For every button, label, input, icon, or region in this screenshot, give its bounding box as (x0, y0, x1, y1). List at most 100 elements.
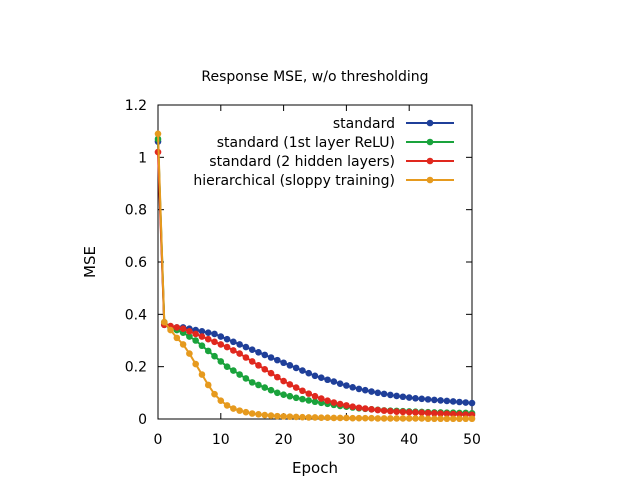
data-point (431, 396, 438, 404)
data-point (198, 328, 206, 335)
x-tick-label: 0 (154, 432, 163, 448)
data-point (305, 369, 313, 377)
data-point (343, 402, 350, 409)
data-point (274, 389, 281, 397)
data-point (230, 405, 237, 412)
data-point (236, 350, 243, 357)
data-point (186, 350, 193, 357)
data-point (349, 414, 356, 422)
data-point (186, 333, 193, 340)
data-point (443, 415, 451, 423)
data-point (230, 367, 237, 374)
data-point (317, 374, 325, 381)
data-point (280, 391, 287, 398)
data-point (349, 403, 356, 411)
data-point (437, 415, 444, 423)
data-point (299, 387, 306, 395)
data-point (311, 372, 319, 380)
data-point (343, 414, 350, 422)
data-point (286, 362, 294, 369)
data-point (336, 414, 344, 422)
data-point (173, 334, 181, 342)
data-point (324, 414, 331, 421)
data-point (179, 325, 187, 333)
data-point (261, 365, 269, 373)
data-point (361, 414, 369, 422)
data-point (305, 414, 313, 421)
data-point (286, 381, 294, 388)
data-point (267, 386, 275, 394)
data-point (393, 415, 400, 422)
data-point (299, 367, 306, 374)
series-group (154, 130, 476, 423)
data-point (223, 402, 231, 409)
data-point (405, 408, 413, 416)
data-point (456, 415, 463, 423)
data-point (261, 411, 269, 419)
data-point (280, 359, 287, 367)
data-point (374, 389, 382, 397)
data-point (361, 386, 369, 394)
data-point (267, 412, 275, 419)
data-point (305, 390, 313, 397)
data-point (462, 415, 470, 423)
y-tick-label: 0.4 (125, 307, 147, 323)
data-point (412, 395, 419, 402)
legend-label: standard (2 hidden layers) (209, 154, 395, 170)
x-axis-label: Epoch (292, 459, 338, 477)
data-point (355, 414, 363, 422)
data-point (292, 384, 300, 391)
legend-item: standard (333, 116, 454, 132)
data-point (437, 410, 444, 417)
data-point (236, 407, 243, 414)
data-point (248, 358, 256, 365)
data-point (405, 394, 413, 401)
data-point (405, 415, 413, 422)
data-point (311, 398, 319, 406)
data-point (242, 354, 250, 361)
data-point (286, 413, 294, 420)
axis-ticks: 0 10 20 30 40 50 0 0.2 0.4 0.6 0.8 1 1.2 (125, 98, 481, 448)
data-point (217, 333, 225, 340)
data-point (468, 399, 476, 407)
y-tick-label: 1.2 (125, 98, 147, 114)
data-point (317, 414, 325, 421)
legend-item: standard (2 hidden layers) (209, 154, 454, 170)
data-point (242, 343, 250, 351)
data-point (292, 413, 300, 421)
data-point (292, 394, 300, 402)
data-point (311, 414, 319, 421)
data-point (330, 378, 338, 385)
data-point (424, 409, 432, 417)
data-point (393, 392, 400, 400)
data-point (368, 406, 375, 413)
y-tick-label: 0.8 (125, 203, 147, 219)
data-point (330, 414, 338, 422)
data-point (387, 415, 394, 422)
data-point (204, 329, 212, 336)
data-point (204, 335, 212, 343)
data-point (242, 408, 250, 416)
y-axis-label: MSE (81, 246, 99, 278)
y-tick-label: 1 (138, 150, 147, 166)
data-point (267, 369, 275, 377)
data-point (211, 330, 218, 338)
data-point (424, 415, 432, 423)
data-point (374, 415, 382, 422)
legend-swatch-marker (426, 138, 434, 146)
data-point (160, 318, 168, 326)
data-point (186, 328, 193, 335)
data-point (236, 341, 243, 348)
legend: standard standard (1st layer ReLU) standar… (193, 116, 454, 189)
data-point (173, 324, 181, 331)
data-point (230, 338, 237, 346)
data-point (236, 371, 243, 378)
x-tick-label: 30 (337, 432, 355, 448)
legend-item: hierarchical (sloppy training) (193, 173, 454, 189)
series-3 (154, 148, 476, 419)
data-point (223, 363, 231, 370)
data-point (368, 414, 375, 422)
data-point (261, 384, 269, 391)
data-point (299, 413, 306, 421)
